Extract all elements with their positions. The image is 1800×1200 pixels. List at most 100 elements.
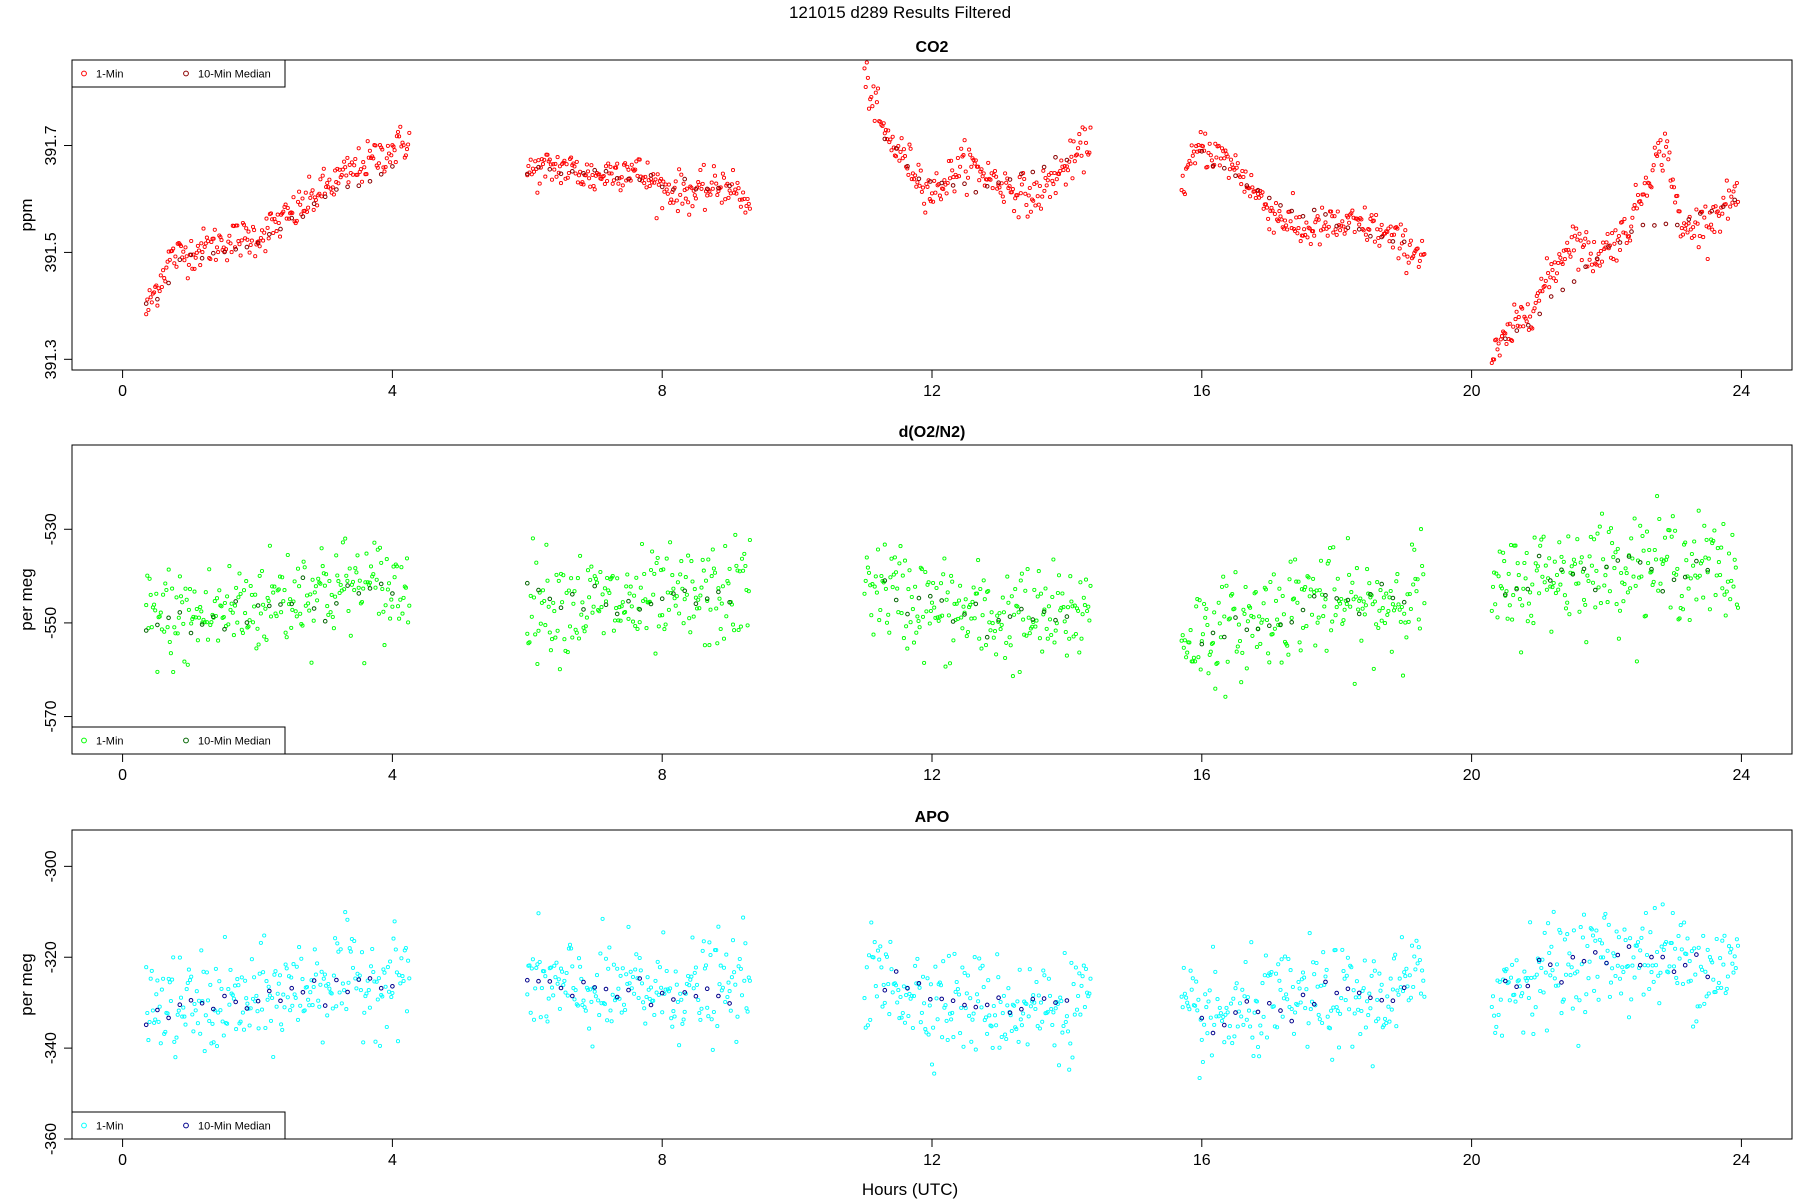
data-point: [683, 196, 688, 201]
data-point: [599, 605, 604, 610]
data-point: [1596, 997, 1601, 1002]
data-point: [978, 966, 983, 971]
data-point: [1272, 211, 1277, 217]
data-point: [1413, 576, 1418, 581]
data-point: [594, 580, 600, 585]
data-point: [878, 944, 883, 949]
data-point: [182, 659, 187, 664]
data-point: [353, 156, 358, 162]
median-point: [334, 187, 339, 192]
data-point: [1733, 966, 1738, 971]
data-point: [1052, 170, 1057, 176]
data-point: [1490, 994, 1496, 999]
data-point: [159, 987, 164, 992]
data-point: [1194, 604, 1199, 609]
data-point: [1630, 963, 1635, 968]
median-point: [188, 630, 194, 636]
data-point: [1658, 970, 1663, 975]
data-point: [1679, 947, 1684, 952]
data-point: [1661, 153, 1666, 158]
data-point: [528, 157, 533, 162]
data-point: [1696, 945, 1701, 950]
data-point: [376, 611, 381, 616]
data-point: [644, 185, 649, 190]
data-point: [1294, 579, 1299, 584]
data-point: [1568, 973, 1573, 978]
data-point: [735, 1014, 740, 1019]
data-point: [292, 992, 297, 997]
data-point: [300, 977, 305, 982]
data-point: [1380, 1025, 1385, 1030]
data-point: [1692, 946, 1697, 951]
data-point: [1378, 227, 1383, 232]
data-point: [1271, 572, 1276, 577]
data-point: [1715, 985, 1720, 991]
data-point: [531, 169, 537, 174]
data-point: [1563, 972, 1569, 977]
median-point: [1536, 957, 1542, 963]
data-point: [1054, 177, 1059, 182]
data-point: [904, 993, 909, 998]
data-point: [1045, 636, 1050, 641]
data-point: [196, 998, 202, 1003]
data-point: [343, 536, 348, 541]
data-point: [898, 544, 903, 549]
data-point: [403, 153, 408, 158]
data-point: [1651, 979, 1656, 984]
data-point: [872, 118, 877, 123]
data-point: [1546, 921, 1551, 926]
data-point: [176, 615, 181, 620]
data-point: [1064, 164, 1069, 169]
data-point: [1221, 149, 1226, 154]
data-point: [537, 959, 542, 965]
data-point: [348, 633, 353, 638]
median-point: [1368, 233, 1373, 239]
median-point: [1300, 214, 1306, 219]
data-point: [1678, 923, 1683, 928]
data-point: [1683, 226, 1688, 231]
data-point: [1385, 612, 1390, 617]
data-point: [388, 160, 393, 165]
data-point: [1621, 969, 1626, 975]
data-point: [1034, 618, 1039, 623]
data-point: [1184, 655, 1189, 660]
data-point: [345, 155, 350, 160]
data-point: [744, 1006, 749, 1011]
data-point: [1382, 1016, 1388, 1021]
data-point: [327, 177, 332, 182]
data-point: [1695, 1004, 1700, 1009]
data-point: [1058, 168, 1063, 173]
data-point: [202, 244, 207, 249]
data-point: [370, 946, 375, 952]
data-point: [747, 206, 752, 211]
data-point: [343, 910, 348, 915]
data-point: [1372, 599, 1377, 604]
data-point: [931, 1025, 936, 1030]
data-point: [1503, 331, 1508, 336]
data-point: [1584, 230, 1589, 235]
data-point: [348, 949, 353, 954]
data-point: [674, 982, 679, 987]
data-point: [1017, 175, 1022, 180]
x-tick-label: 0: [118, 767, 127, 784]
data-point: [956, 598, 962, 603]
data-point: [178, 594, 184, 599]
data-point: [597, 609, 602, 614]
data-point: [204, 620, 209, 625]
data-point: [1190, 659, 1195, 664]
data-point: [1245, 995, 1250, 1000]
median-point: [244, 244, 250, 250]
data-point: [198, 1031, 203, 1036]
data-point: [540, 588, 546, 593]
data-point: [1240, 650, 1245, 655]
median-point: [155, 622, 160, 628]
data-point: [189, 974, 194, 979]
data-point: [1304, 987, 1309, 992]
data-point: [174, 595, 179, 600]
data-point: [745, 1009, 750, 1014]
data-point: [538, 165, 543, 170]
data-point: [1656, 973, 1661, 978]
data-point: [1722, 933, 1727, 938]
median-point: [1682, 962, 1688, 968]
